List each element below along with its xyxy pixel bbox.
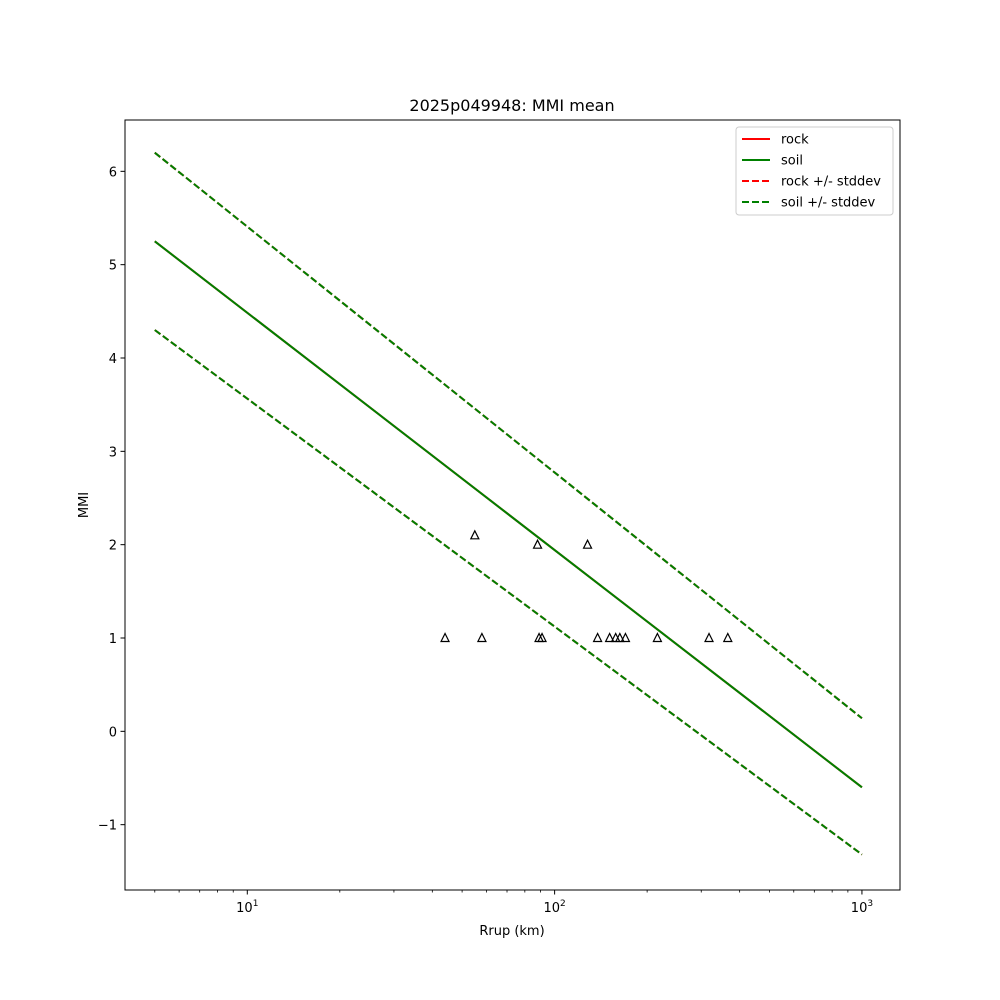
x-axis-label: Rrup (km) — [479, 924, 544, 939]
x-axis: 101 102 103 — [154, 890, 873, 916]
station-marker — [476, 632, 487, 643]
x-tick-label: 102 — [543, 899, 565, 916]
station-marker — [440, 632, 451, 643]
station-marker — [469, 529, 480, 540]
legend-label: soil +/- stddev — [781, 196, 876, 211]
y-tick-label: 2 — [109, 539, 117, 554]
y-axis-label: MMI — [77, 492, 92, 518]
plot-area — [154, 151, 863, 856]
soil-line — [154, 240, 863, 789]
legend-label: soil — [781, 154, 803, 169]
legend-label: rock — [781, 133, 809, 148]
legend-label: rock +/- stddev — [781, 175, 881, 190]
y-tick-label: 5 — [109, 259, 117, 274]
y-tick-label: 3 — [109, 445, 117, 460]
station-marker — [652, 632, 663, 643]
y-tick-label: 1 — [109, 632, 117, 647]
station-marker — [592, 632, 603, 643]
y-axis: −1 0 1 2 3 4 5 6 — [98, 165, 125, 834]
y-tick-label: 6 — [109, 165, 117, 180]
station-marker — [532, 538, 543, 549]
y-tick-label: −1 — [98, 819, 117, 834]
station-marker — [537, 632, 548, 643]
soil-stddev-upper-line — [154, 151, 863, 720]
station-marker — [614, 632, 625, 643]
y-tick-label: 0 — [109, 725, 117, 740]
station-marker — [620, 632, 631, 643]
y-tick-label: 4 — [109, 352, 117, 367]
station-marker — [704, 632, 714, 643]
station-marker — [722, 632, 733, 643]
station-marker — [582, 538, 593, 549]
soil-stddev-lower-line — [154, 329, 863, 856]
x-tick-label: 101 — [236, 899, 258, 916]
legend-box — [735, 126, 894, 216]
x-tick-label: 103 — [851, 899, 873, 916]
plot-frame — [124, 119, 901, 891]
chart-title: 2025p049948: MMI mean — [409, 96, 614, 115]
station-marker — [604, 632, 615, 643]
legend: rock soil rock +/- stddev soil +/- stddev — [735, 126, 894, 216]
